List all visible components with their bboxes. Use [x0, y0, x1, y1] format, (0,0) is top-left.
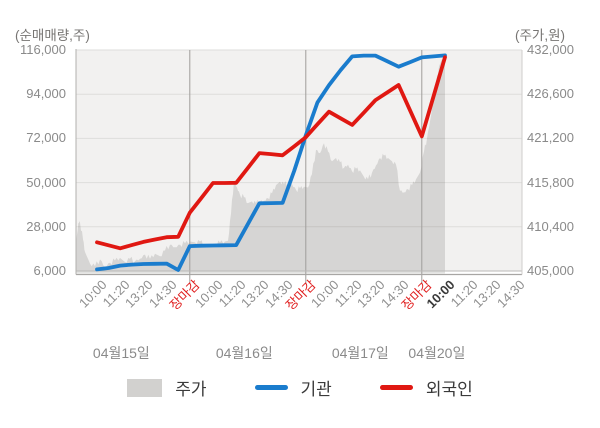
day-label: 04월15일 — [92, 345, 150, 361]
right-axis-title: (주가,원) — [514, 28, 565, 43]
price-area-series — [76, 59, 445, 274]
left-axis-tick-label: 6,000 — [33, 263, 66, 278]
legend-line-swatch — [254, 385, 288, 390]
legend-label: 기관 — [300, 380, 332, 399]
right-axis-tick-label: 426,600 — [527, 86, 574, 102]
left-axis-tick-label: 116,000 — [19, 42, 66, 57]
right-axis-tick-label: 415,800 — [527, 174, 574, 190]
legend: 주가 기관 외국인 — [0, 375, 600, 400]
foreigner-line-series — [95, 55, 447, 251]
right-axis-tick-label: 410,400 — [527, 218, 574, 234]
left-axis-tick-label: 28,000 — [26, 218, 66, 234]
day-label: 04월16일 — [215, 345, 273, 361]
day-label: 04월20일 — [408, 345, 466, 361]
right-axis-tick-label: 432,000 — [527, 42, 574, 57]
left-axis-tick-label: 72,000 — [26, 130, 66, 146]
left-axis-title: (순매매량,주) — [15, 28, 90, 43]
legend-line-swatch — [379, 385, 413, 390]
legend-label: 외국인 — [425, 380, 473, 399]
legend-item: 외국인 — [379, 375, 473, 400]
left-axis-tick-label: 94,000 — [26, 86, 66, 102]
left-axis-tick-label: 50,000 — [26, 174, 66, 190]
legend-item: 주가 — [127, 375, 207, 400]
legend-item: 기관 — [254, 375, 332, 400]
right-axis-tick-label: 405,000 — [527, 263, 574, 278]
day-label: 04월17일 — [331, 345, 389, 361]
institution-line-series — [95, 53, 447, 272]
legend-label: 주가 — [175, 380, 207, 399]
legend-area-swatch — [127, 378, 163, 397]
right-axis-tick-label: 421,200 — [527, 130, 574, 146]
